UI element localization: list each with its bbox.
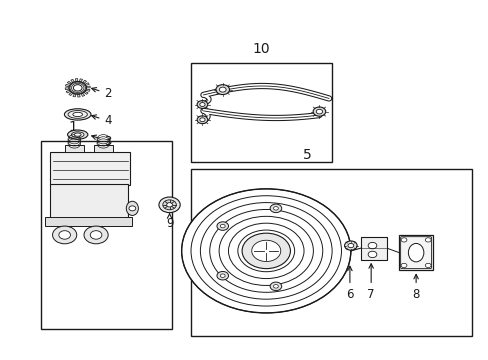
Circle shape	[220, 274, 224, 278]
Circle shape	[269, 282, 281, 291]
Bar	[191, 63, 331, 162]
Circle shape	[200, 118, 204, 122]
Polygon shape	[71, 79, 74, 82]
Circle shape	[400, 238, 406, 242]
Circle shape	[251, 240, 280, 261]
Text: 1: 1	[68, 120, 77, 134]
Polygon shape	[67, 81, 71, 84]
Circle shape	[273, 207, 278, 210]
Polygon shape	[81, 93, 84, 96]
Polygon shape	[69, 93, 73, 95]
Circle shape	[90, 231, 102, 239]
Circle shape	[316, 109, 322, 114]
Circle shape	[217, 271, 228, 280]
Polygon shape	[75, 78, 78, 82]
Polygon shape	[85, 83, 89, 85]
Circle shape	[367, 251, 376, 258]
Circle shape	[200, 103, 204, 107]
Circle shape	[312, 107, 325, 116]
Polygon shape	[79, 79, 82, 82]
Bar	[50, 152, 130, 185]
Bar	[50, 184, 127, 219]
Polygon shape	[73, 94, 76, 97]
Circle shape	[53, 226, 77, 244]
Circle shape	[367, 242, 376, 249]
Bar	[191, 169, 471, 336]
Ellipse shape	[71, 132, 84, 138]
Bar	[398, 235, 432, 270]
Text: 7: 7	[366, 264, 374, 301]
Circle shape	[166, 203, 172, 207]
Circle shape	[84, 226, 108, 244]
Text: 2: 2	[92, 87, 112, 100]
Text: 10: 10	[252, 42, 270, 56]
Circle shape	[217, 222, 228, 230]
Polygon shape	[65, 88, 69, 90]
Text: 9: 9	[165, 214, 173, 230]
Circle shape	[273, 284, 278, 288]
Circle shape	[59, 231, 70, 239]
Polygon shape	[85, 89, 90, 91]
Ellipse shape	[126, 201, 138, 215]
Text: 5: 5	[303, 148, 311, 162]
Circle shape	[73, 85, 82, 91]
Bar	[64, 145, 84, 152]
Bar	[360, 237, 386, 260]
Circle shape	[242, 233, 290, 269]
Circle shape	[197, 100, 207, 108]
Ellipse shape	[74, 133, 81, 136]
Circle shape	[344, 241, 356, 250]
Text: 4: 4	[92, 114, 112, 127]
Circle shape	[400, 263, 406, 267]
Circle shape	[425, 263, 430, 267]
Circle shape	[197, 116, 207, 123]
Circle shape	[219, 87, 225, 92]
Circle shape	[159, 197, 180, 213]
Polygon shape	[78, 94, 80, 97]
Ellipse shape	[67, 130, 88, 139]
Ellipse shape	[407, 243, 423, 262]
Text: 8: 8	[411, 274, 419, 301]
Text: 6: 6	[346, 266, 353, 301]
Circle shape	[425, 238, 430, 242]
Circle shape	[220, 224, 224, 228]
Polygon shape	[82, 80, 86, 83]
Polygon shape	[86, 86, 90, 88]
Polygon shape	[66, 90, 70, 93]
Circle shape	[163, 200, 176, 210]
Circle shape	[269, 204, 281, 213]
Bar	[45, 217, 132, 226]
Polygon shape	[84, 91, 88, 94]
Ellipse shape	[68, 111, 87, 118]
Bar	[41, 141, 172, 329]
Text: 3: 3	[92, 135, 112, 148]
Circle shape	[69, 81, 86, 94]
Polygon shape	[65, 84, 69, 87]
Circle shape	[181, 189, 350, 313]
Circle shape	[129, 206, 136, 211]
Ellipse shape	[73, 112, 82, 117]
Circle shape	[347, 243, 353, 248]
Ellipse shape	[64, 109, 91, 120]
Circle shape	[216, 85, 229, 95]
Bar	[94, 145, 113, 152]
